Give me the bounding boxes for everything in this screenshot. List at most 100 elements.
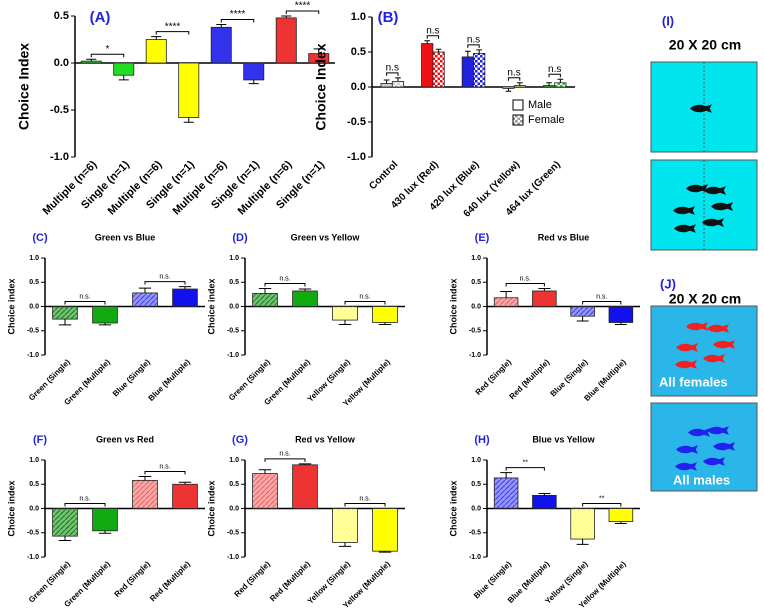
significance-label: n.s [426,25,439,36]
panel-label: (H) [474,434,490,446]
bar [172,483,198,509]
bar [372,508,398,552]
panel-label: (J) [660,276,676,291]
legend-label: Female [528,114,565,126]
significance-bracket [505,467,545,471]
error-bar [435,48,442,52]
significance-label: **** [230,9,246,20]
x-tick-label: Red (Single) [474,357,514,397]
bar [80,60,102,64]
significance-label: * [106,44,110,55]
significance-bracket [285,10,320,14]
significance-label: n.s. [596,293,607,300]
significance-bracket [582,503,622,507]
error-bar [424,40,431,44]
x-tick-label: Blue (Single) [472,559,513,600]
error-bar [546,82,552,86]
significance-label: n.s. [279,275,290,282]
y-tick-label: 0.5 [229,481,239,488]
chart-title: Green vs Blue [95,232,156,242]
error-bar [58,319,72,326]
error-bar [378,322,392,325]
significance-bracket [155,31,190,35]
error-bar [138,475,152,481]
chart-panel: (A) Choice Index -1.0 -0.5 0.0 0.5 Multiple (n… [16,1,335,218]
significance-label: n.s. [359,495,370,502]
bar [570,508,595,540]
y-tick-label: -1.0 [27,554,39,561]
significance-bracket [144,470,186,475]
error-bar [505,88,512,92]
error-bar [476,49,483,54]
diagram-title: 20 X 20 cm [669,37,741,53]
significance-bracket [220,18,255,23]
bar [92,306,118,324]
panel-label: (C) [32,232,48,244]
y-tick-label: 0.5 [471,481,481,488]
bar [252,293,278,307]
error-bar [298,288,312,291]
chart-title: Green vs Yellow [291,232,361,242]
y-tick-label: 0.5 [471,279,481,286]
bar [92,508,118,532]
error-bar [313,48,324,54]
error-bar [98,530,112,534]
bar [380,83,393,88]
y-tick-label: -0.5 [469,530,481,537]
y-tick-label: 0.0 [471,303,481,310]
significance-label: n.s. [159,463,170,470]
bar [461,56,474,88]
y-tick-label: 1.0 [29,255,39,262]
bar [493,477,519,509]
y-tick-label: -0.5 [347,116,366,128]
y-tick-label: 1.0 [471,457,481,464]
error-bar [338,542,352,547]
error-bar [500,290,513,298]
error-bar [86,58,97,62]
bar [532,495,557,509]
significance-bracket [426,35,440,39]
y-tick-label: 1.0 [471,255,481,262]
y-axis-label: Choice Index [16,43,32,130]
significance-bracket [64,301,106,305]
y-tick-label: -0.5 [50,104,69,116]
panel-label: (B) [378,9,399,26]
y-tick-label: -0.5 [227,328,239,335]
y-tick-label: -0.5 [469,328,481,335]
significance-bracket [64,503,106,507]
bar [432,51,445,88]
error-bar [378,551,392,553]
y-axis-label: Choice index [206,278,216,334]
error-bar [183,117,194,123]
error-bar [298,463,312,465]
chart-panel: (G) Red vs Yellow Choice index -1.0 -0.5 0.0 0… [206,434,405,610]
error-bar [557,78,564,83]
panel-label: (D) [232,232,248,244]
bar [372,306,398,323]
x-tick-label: Red (Single) [233,559,273,599]
bar [554,82,567,88]
y-tick-label: -1.0 [50,151,69,163]
y-tick-label: -1.0 [227,352,239,359]
y-tick-label: -1.0 [347,151,366,163]
significance-bracket [264,283,306,287]
error-bar [516,82,523,86]
chart-panel: (B) Choice Index -1.0 -0.5 0.0 0.5 1.0 Control n… [313,9,575,220]
y-axis-label: Choice index [448,278,458,334]
bar [391,81,405,88]
bar [243,62,265,81]
error-bar [58,536,72,542]
bar [332,306,358,321]
y-axis-label: Choice index [6,480,16,536]
significance-bracket [505,283,545,287]
caption: All males [673,472,730,487]
significance-label: ** [599,495,605,502]
bar [570,306,595,317]
bar [332,508,358,543]
bar [178,62,200,118]
chart-panel: (H) Blue vs Yellow Choice index -1.0 -0.5 0.0… [448,434,640,610]
significance-bracket [507,77,521,81]
error-bar [118,75,129,81]
y-tick-label: 0.0 [229,505,239,512]
error-bar [464,50,471,57]
